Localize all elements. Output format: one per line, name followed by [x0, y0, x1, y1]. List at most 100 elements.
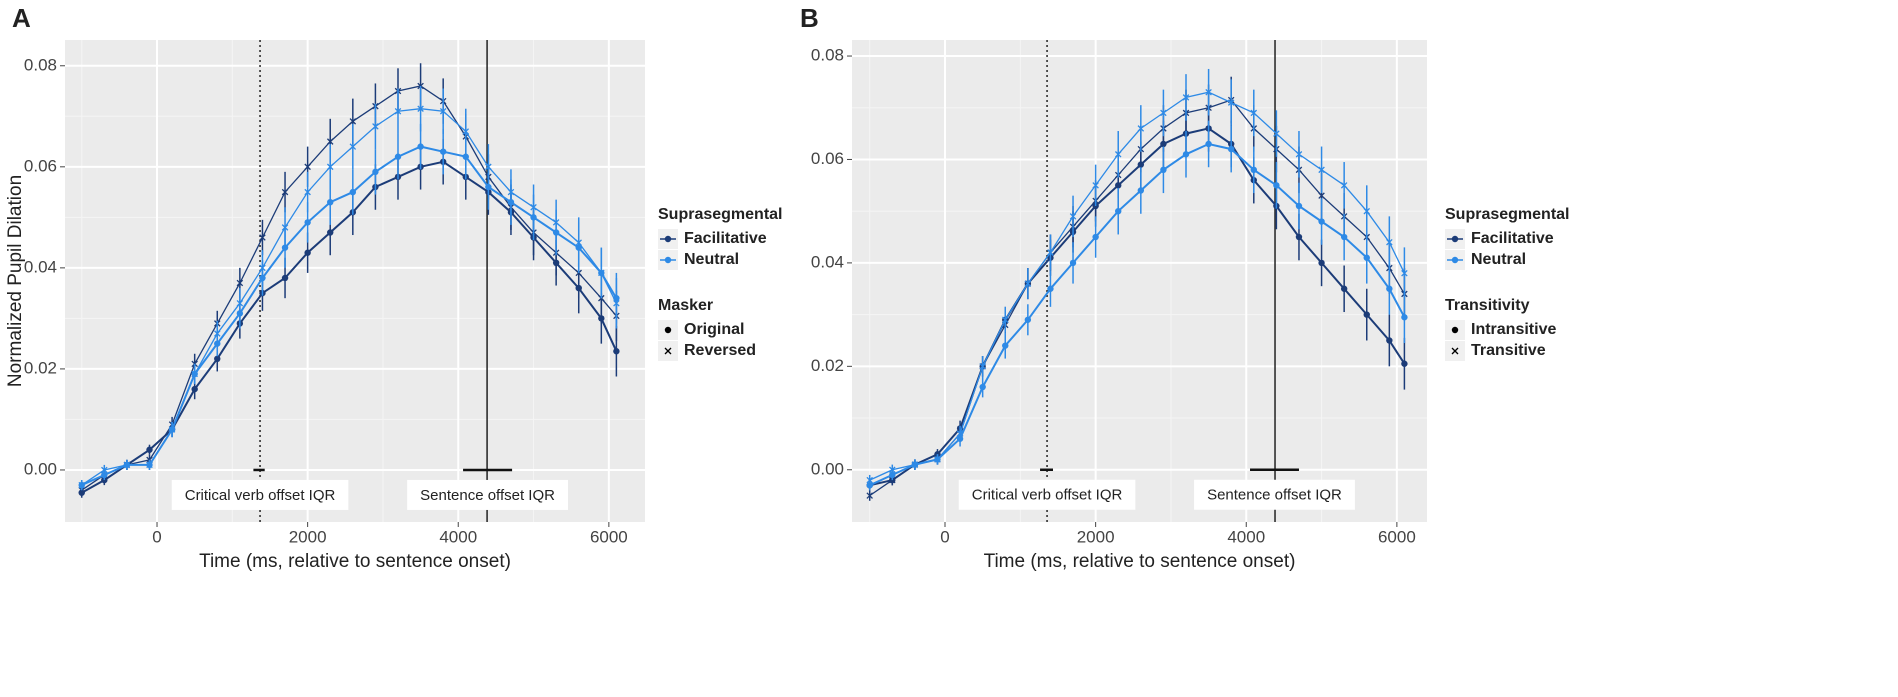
- annotation-box: [1194, 479, 1355, 510]
- dot-marker: [1340, 233, 1348, 241]
- x-stroke: [1092, 182, 1099, 189]
- x-marker: [259, 264, 266, 272]
- y-tick-label: 0.04: [811, 252, 844, 271]
- x-stroke: [1386, 238, 1393, 246]
- x-stroke: [1137, 125, 1145, 132]
- dot-marker: [214, 355, 221, 363]
- x-marker: [259, 234, 266, 241]
- dot-marker: [934, 451, 941, 458]
- x-stroke: [507, 188, 515, 196]
- x-stroke: [1273, 130, 1280, 137]
- x-marker: [439, 107, 447, 115]
- dot-marker: [1386, 337, 1393, 344]
- dot-marker: [1401, 314, 1408, 321]
- x-marker: [552, 219, 560, 226]
- x-marker: [575, 239, 582, 246]
- x-marker: [1363, 207, 1371, 215]
- x-marker: [1386, 238, 1393, 246]
- x-marker: [866, 476, 873, 484]
- x-marker: [304, 188, 311, 196]
- x-marker: [866, 492, 873, 499]
- x-marker: [394, 107, 402, 115]
- x-marker: [1069, 213, 1077, 220]
- x-stroke: [394, 107, 402, 115]
- x-marker: [214, 330, 221, 337]
- x-stroke: [598, 269, 605, 277]
- x-marker: [1318, 192, 1325, 199]
- legend-label: Neutral: [684, 251, 739, 268]
- dot-marker: [349, 188, 357, 196]
- x-marker: [326, 138, 334, 145]
- x-marker: [417, 105, 424, 112]
- dot-marker: [1024, 316, 1032, 323]
- x-tick-label: 0: [152, 527, 161, 546]
- x-stroke: [101, 466, 108, 474]
- x-stroke: [664, 347, 672, 355]
- x-marker: [326, 163, 334, 171]
- x-marker: [349, 118, 357, 125]
- x-stroke: [1250, 109, 1258, 117]
- x-stroke: [304, 188, 311, 196]
- dot-marker: [417, 143, 424, 150]
- x-stroke: [191, 370, 198, 378]
- y-tick-label: 0.04: [24, 257, 57, 276]
- x-stroke: [1047, 249, 1054, 256]
- legend-label: Intransitive: [1471, 321, 1556, 338]
- y-tick-label: 0.08: [24, 55, 57, 74]
- x-marker: [304, 163, 311, 171]
- dot-marker: [1363, 311, 1370, 318]
- annotation-label: Sentence offset IQR: [1207, 487, 1342, 504]
- legend-title: Suprasegmental: [1445, 206, 1569, 223]
- annotation-box: [958, 479, 1136, 510]
- x-stroke: [1318, 192, 1325, 199]
- x-stroke: [1069, 213, 1077, 220]
- x-marker: [146, 461, 153, 469]
- dot-marker: [191, 385, 198, 393]
- x-stroke: [956, 430, 964, 437]
- y-tick-label: 0.06: [811, 149, 844, 168]
- x-stroke: [281, 224, 289, 231]
- x-marker: [1295, 151, 1303, 158]
- legend-label: Facilitative: [1471, 230, 1554, 247]
- x-stroke: [1205, 88, 1212, 96]
- x-marker: [1451, 347, 1459, 355]
- y-tick-label: 0.00: [24, 459, 57, 478]
- x-axis-title: Time (ms, relative to sentence onset): [199, 551, 511, 572]
- panel-label: B: [800, 3, 819, 33]
- x-marker: [1227, 99, 1235, 106]
- x-marker: [1250, 109, 1258, 117]
- y-tick-label: 0.06: [24, 156, 57, 175]
- x-stroke: [1227, 99, 1235, 106]
- x-stroke: [326, 138, 334, 145]
- dot-marker: [1318, 259, 1325, 267]
- x-tick-label: 2000: [289, 527, 327, 546]
- annotation-box: [171, 479, 349, 510]
- dot-marker: [1273, 182, 1280, 189]
- dot-marker: [1340, 285, 1348, 292]
- legend-label: Reversed: [684, 342, 756, 359]
- x-stroke: [259, 264, 266, 272]
- x-marker: [1182, 94, 1190, 101]
- x-stroke: [304, 163, 311, 171]
- dot-marker: [462, 153, 469, 160]
- x-marker: [1047, 249, 1054, 256]
- x-stroke: [1340, 182, 1348, 189]
- dot-marker: [1092, 233, 1099, 241]
- dot-marker: [1250, 166, 1257, 174]
- x-marker: [1114, 151, 1122, 158]
- dot-marker: [1295, 202, 1303, 210]
- x-stroke: [462, 128, 470, 135]
- x-marker: [1160, 109, 1167, 117]
- x-stroke: [979, 363, 986, 370]
- x-stroke: [146, 461, 153, 469]
- x-marker: [101, 466, 108, 474]
- dot-marker: [1451, 235, 1459, 243]
- x-stroke: [485, 163, 492, 171]
- x-marker: [1401, 269, 1408, 277]
- dot-marker: [394, 153, 402, 160]
- dot-marker: [664, 235, 672, 243]
- x-stroke: [439, 107, 447, 115]
- annotation-label: Critical verb offset IQR: [185, 487, 336, 504]
- dot-marker: [1160, 166, 1167, 174]
- x-stroke: [1401, 269, 1408, 277]
